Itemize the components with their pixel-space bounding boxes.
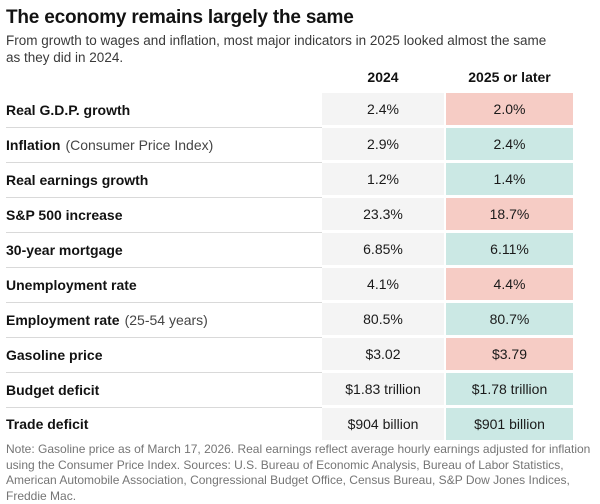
row-label-note: (Consumer Price Index)	[65, 137, 214, 153]
value-2025: $901 billion	[446, 408, 573, 440]
column-header-2024: 2024	[367, 69, 399, 85]
value-2024: $3.02	[322, 338, 444, 370]
row-label: Gasoline price	[6, 347, 103, 363]
page-title: The economy remains largely the same	[6, 7, 354, 28]
row-label-note: (25-54 years)	[124, 312, 208, 328]
value-2025: 1.4%	[446, 163, 573, 195]
table-row: Gasoline price $3.02 $3.79	[6, 338, 600, 373]
footnote: Note: Gasoline price as of March 17, 202…	[6, 442, 591, 503]
table-row: Real earnings growth 1.2% 1.4%	[6, 163, 600, 198]
value-2025: 18.7%	[446, 198, 573, 230]
row-label: Trade deficit	[6, 416, 89, 432]
row-label: Unemployment rate	[6, 277, 137, 293]
value-2025: 2.4%	[446, 128, 573, 160]
table-header-row: 2024 2025 or later	[6, 69, 600, 85]
value-2024: $1.83 trillion	[322, 373, 444, 405]
table-row: Real G.D.P. growth 2.4% 2.0%	[6, 93, 600, 128]
value-2024: 1.2%	[322, 163, 444, 195]
value-2025: 2.0%	[446, 93, 573, 125]
value-2025: $3.79	[446, 338, 573, 370]
row-label: Employment rate	[6, 312, 120, 328]
table-row: Inflation (Consumer Price Index) 2.9% 2.4…	[6, 128, 600, 163]
column-header-2025: 2025 or later	[468, 69, 551, 85]
value-2025: 6.11%	[446, 233, 573, 265]
table-row: Employment rate (25-54 years) 80.5% 80.7%	[6, 303, 600, 338]
row-label: Budget deficit	[6, 382, 100, 398]
row-label: S&P 500 increase	[6, 207, 123, 223]
value-2024: 80.5%	[322, 303, 444, 335]
table-row: 30-year mortgage 6.85% 6.11%	[6, 233, 600, 268]
table-row: Budget deficit $1.83 trillion $1.78 tril…	[6, 373, 600, 408]
row-label: 30-year mortgage	[6, 242, 123, 258]
value-2025: $1.78 trillion	[446, 373, 573, 405]
table-row: Trade deficit $904 billion $901 billion	[6, 408, 600, 440]
table-row: S&P 500 increase 23.3% 18.7%	[6, 198, 600, 233]
value-2025: 80.7%	[446, 303, 573, 335]
row-label: Real earnings growth	[6, 172, 149, 188]
table-row: Unemployment rate 4.1% 4.4%	[6, 268, 600, 303]
value-2024: 2.9%	[322, 128, 444, 160]
row-label: Inflation	[6, 137, 61, 153]
figure-subtitle: From growth to wages and inflation, most…	[6, 33, 547, 65]
value-2024: 23.3%	[322, 198, 444, 230]
value-2024: 6.85%	[322, 233, 444, 265]
value-2025: 4.4%	[446, 268, 573, 300]
value-2024: 2.4%	[322, 93, 444, 125]
value-2024: $904 billion	[322, 408, 444, 440]
value-2024: 4.1%	[322, 268, 444, 300]
row-label: Real G.D.P. growth	[6, 102, 131, 118]
indicator-table: Real G.D.P. growth 2.4% 2.0% Inflation (C…	[6, 93, 600, 440]
